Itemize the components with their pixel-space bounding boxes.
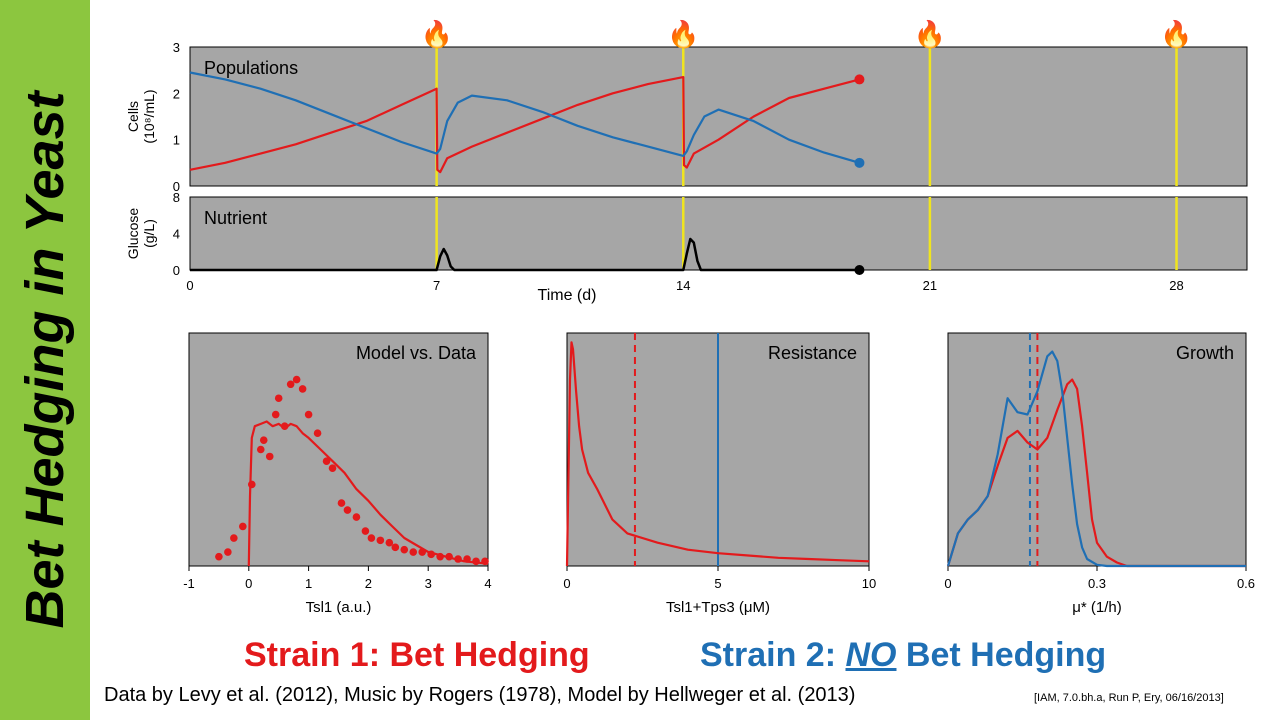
growth-title: Growth [1176,343,1234,363]
populations-ytick-0: 0 [173,179,180,194]
model-vs-data-point-16 [322,457,331,465]
legend-strain-1: Strain 1: Bet Hedging [244,636,590,674]
nutrient-xtick-0: 0 [186,278,193,293]
model-vs-data-point-20 [352,513,361,521]
legend-strain-2-suffix: Bet Hedging [896,636,1107,674]
model-vs-data-point-0 [215,552,223,561]
model-vs-data-point-8 [271,410,280,419]
model-vs-data-point-31 [445,552,453,561]
model-vs-data-point-35 [481,557,489,566]
model-vs-data-point-32 [454,555,462,563]
populations-title: Populations [204,58,298,78]
populations-endpoint-0 [854,74,865,85]
model-vs-data-point-21 [361,527,370,535]
nutrient-xtick-1: 7 [433,278,440,293]
model-vs-data-point-12 [292,375,301,384]
model-vs-data-title: Model vs. Data [356,343,477,363]
model-vs-data-point-6 [259,436,268,444]
model-vs-data-xtick-4: 3 [425,576,432,591]
version-stamp: [IAM, 7.0.bh.a, Run P, Ery, 06/16/2013] [1034,692,1224,704]
nutrient-ylabel-2: (g/L) [141,219,157,248]
growth-xtick-2: 0.6 [1237,576,1255,591]
populations-endpoint-1 [854,157,865,168]
nutrient-xlabel: Time (d) [538,287,597,304]
populations-series-0 [189,75,860,174]
model-vs-data-point-19 [343,506,352,514]
flame-icon-1: 🔥 [667,19,699,49]
legend-strain-2-no: NO [845,636,897,674]
resistance-xtick-0: 0 [563,576,570,591]
nutrient-xtick-4: 28 [1169,278,1183,293]
model-vs-data-point-27 [409,548,418,556]
model-vs-data-point-25 [391,543,400,552]
legend-strain-2-prefix: Strain 2: [700,636,846,674]
model-vs-data-point-28 [418,548,427,556]
model-vs-data-point-22 [367,534,376,542]
resistance-series-0 [565,341,870,567]
model-vs-data-point-17 [328,464,337,472]
model-vs-data-point-13 [298,385,307,393]
model-vs-data-xtick-1: 0 [245,576,252,591]
model-vs-data-point-10 [280,422,289,431]
populations-series-1 [189,71,860,164]
nutrient-xtick-2: 14 [676,278,690,293]
model-vs-data-point-7 [265,452,274,461]
growth-series-1 [946,350,1246,568]
model-vs-data-point-15 [313,429,322,437]
resistance-xtick-1: 5 [714,576,721,591]
flame-icon-2: 🔥 [914,19,946,49]
populations-ylabel-1: Cells [125,101,141,132]
growth-xlabel: μ* (1/h) [1072,599,1122,616]
flame-icon-0: 🔥 [420,19,452,49]
model-vs-data-xtick-2: 1 [305,576,312,591]
populations-ylabel-2: (10⁸/mL) [141,89,157,143]
model-vs-data-point-1 [224,548,232,556]
growth-xtick-0: 0 [944,576,951,591]
model-vs-data-point-4 [247,480,256,489]
populations-ytick-1: 1 [173,133,180,148]
model-vs-data-xlabel: Tsl1 (a.u.) [306,599,372,616]
model-vs-data-point-34 [472,557,480,566]
nutrient-panel [189,196,1248,271]
credits-text: Data by Levy et al. (2012), Music by Rog… [104,684,856,706]
model-vs-data-series-0 [247,420,489,567]
model-vs-data-point-2 [230,534,238,542]
model-vs-data-point-14 [304,410,313,419]
growth-panel [947,332,1247,567]
populations-ytick-2: 2 [173,86,180,101]
sidebar: Bet Hedging in Yeast [0,0,90,720]
populations-ytick-3: 3 [173,40,180,55]
model-vs-data-point-23 [376,536,385,545]
resistance-xtick-2: 10 [862,576,876,591]
model-vs-data-point-33 [463,555,471,563]
resistance-title: Resistance [768,343,857,363]
legend-strain-2: Strain 2: NO Bet Hedging [700,636,1106,675]
model-vs-data-point-3 [239,522,247,531]
model-vs-data-point-29 [427,550,435,559]
model-vs-data-point-24 [385,538,394,547]
nutrient-title: Nutrient [204,208,267,228]
model-vs-data-point-30 [436,552,444,561]
model-vs-data-point-5 [256,445,265,454]
flame-icon-3: 🔥 [1160,19,1192,49]
model-vs-data-point-11 [286,380,295,389]
model-vs-data-point-9 [274,394,283,403]
nutrient-series-0 [190,237,860,272]
growth-xtick-1: 0.3 [1088,576,1106,591]
model-vs-data-panel [188,332,489,567]
nutrient-ytick-1: 4 [173,227,180,242]
nutrient-ytick-2: 8 [173,190,180,205]
nutrient-xtick-3: 21 [923,278,937,293]
model-vs-data-xtick-5: 4 [484,576,491,591]
model-vs-data-xtick-3: 2 [365,576,372,591]
populations-panel [189,46,1248,187]
model-vs-data-xtick-0: -1 [183,576,195,591]
model-vs-data-point-26 [400,545,409,554]
nutrient-endpoint-0 [854,265,865,275]
resistance-xlabel: Tsl1+Tps3 (μM) [666,599,770,616]
nutrient-ylabel-1: Glucose [125,208,141,260]
nutrient-ytick-0: 0 [173,263,180,278]
model-vs-data-point-18 [337,499,346,507]
